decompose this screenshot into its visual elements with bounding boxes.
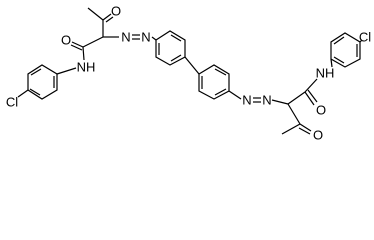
bond: [287, 91, 306, 105]
atom-label: NH: [77, 60, 96, 75]
atom-label: O: [111, 4, 121, 19]
bond: [271, 99, 289, 105]
atom-label: NH: [316, 66, 335, 81]
atom-label: O: [61, 33, 71, 48]
bond: [304, 91, 315, 106]
bond: [70, 44, 83, 51]
bond: [82, 36, 104, 48]
bonds: [17, 7, 363, 135]
bond: [29, 88, 41, 96]
bond: [170, 54, 182, 62]
bond: [170, 34, 182, 42]
bond: [281, 123, 301, 135]
atom-label: N: [242, 93, 251, 108]
bond: [304, 78, 318, 93]
atom-label: N: [141, 30, 150, 45]
bond: [287, 103, 301, 125]
atom-label: N: [121, 30, 130, 45]
bond: [299, 123, 312, 132]
atom-label: O: [316, 103, 326, 118]
ring: [155, 30, 186, 66]
bond: [214, 88, 227, 96]
atom-label: O: [313, 128, 323, 142]
bond: [17, 89, 29, 98]
ring: [198, 64, 230, 100]
bond: [87, 7, 104, 21]
bond: [105, 16, 114, 23]
atom-label: Cl: [359, 30, 371, 45]
bond: [298, 127, 311, 135]
bond: [307, 89, 318, 103]
bond: [56, 67, 77, 75]
bond: [102, 13, 112, 21]
bond: [71, 41, 84, 48]
bond: [359, 39, 363, 43]
ring: [27, 64, 58, 100]
bond: [228, 90, 242, 100]
bond: [333, 36, 345, 45]
bond: [184, 56, 200, 75]
bond: [30, 68, 42, 76]
bond: [330, 58, 333, 68]
bond: [151, 36, 157, 41]
atom-label: N: [262, 93, 271, 108]
bond: [214, 68, 227, 76]
bond: [82, 46, 85, 61]
structure-diagram: O O NH Cl N N N N NH O O Cl: [6, 4, 371, 142]
atom-label: Cl: [6, 95, 18, 110]
bond: [333, 56, 345, 64]
ring: [330, 32, 361, 68]
